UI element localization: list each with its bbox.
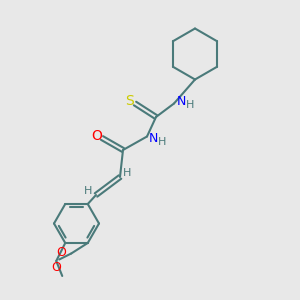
Text: N: N [177,94,186,108]
Text: O: O [57,246,67,260]
Text: S: S [125,94,134,108]
Text: O: O [91,129,102,142]
Text: H: H [84,186,93,197]
Text: O: O [51,261,61,274]
Text: N: N [148,131,158,145]
Text: H: H [186,100,195,110]
Text: H: H [158,137,166,147]
Text: H: H [123,168,132,178]
